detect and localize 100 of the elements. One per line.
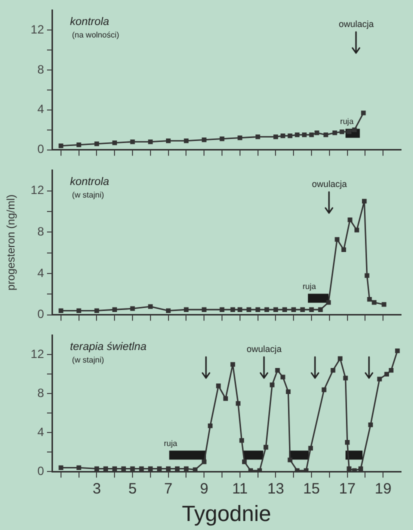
- point: [174, 466, 180, 472]
- point: [300, 307, 305, 312]
- y-tick-label: 12: [30, 347, 44, 361]
- y-axis-title: progesteron (ng/ml): [6, 194, 18, 290]
- y-tick-label: 4: [37, 266, 44, 280]
- point: [112, 466, 117, 472]
- y-tick-label: 0: [37, 307, 44, 322]
- point: [157, 466, 162, 472]
- point: [343, 376, 348, 380]
- point: [130, 306, 135, 311]
- point: [103, 466, 108, 472]
- y-tick-label: 8: [37, 224, 44, 238]
- point: [112, 307, 117, 312]
- point: [94, 141, 100, 146]
- point: [326, 300, 331, 305]
- point: [382, 302, 386, 307]
- point: [238, 136, 242, 140]
- point: [361, 110, 366, 116]
- y-tick-label: 12: [30, 22, 44, 36]
- point: [367, 296, 372, 302]
- point: [166, 466, 171, 472]
- point: [273, 134, 278, 140]
- point: [324, 132, 328, 138]
- point: [388, 368, 394, 373]
- point: [76, 308, 82, 313]
- point: [220, 136, 224, 142]
- ref-line-label: owulacja: [338, 19, 374, 30]
- point: [348, 217, 352, 222]
- band-label: ruja: [340, 117, 354, 126]
- point: [314, 130, 320, 136]
- point: [166, 138, 171, 144]
- point: [223, 396, 228, 401]
- x-tick-label: 9: [200, 480, 208, 498]
- x-tick-label: 15: [303, 480, 320, 498]
- point: [346, 130, 352, 134]
- point: [344, 440, 350, 445]
- point: [302, 132, 307, 138]
- y-tick-label: 12: [30, 183, 44, 198]
- point: [239, 438, 244, 443]
- point: [358, 466, 364, 472]
- annotation: (na wolności): [72, 30, 120, 40]
- point: [308, 446, 313, 451]
- point: [148, 466, 153, 472]
- point: [264, 444, 268, 450]
- point: [208, 423, 213, 428]
- point: [280, 374, 286, 380]
- annotation: terapia świetlna: [70, 340, 146, 353]
- annotation: (w stajni): [72, 355, 104, 364]
- point: [202, 460, 206, 464]
- point: [362, 198, 367, 204]
- y-tick-label: 0: [37, 464, 44, 478]
- y-tick-label: 8: [37, 62, 44, 76]
- point: [309, 307, 314, 312]
- point: [121, 466, 126, 472]
- point: [282, 307, 287, 312]
- point: [255, 134, 260, 140]
- y-tick-label: 4: [37, 102, 44, 116]
- point: [346, 466, 352, 472]
- point: [270, 382, 274, 388]
- x-tick-label: 5: [128, 480, 137, 498]
- point: [238, 307, 242, 312]
- point: [58, 308, 64, 313]
- point: [334, 237, 340, 242]
- point: [364, 273, 370, 278]
- point: [309, 132, 314, 138]
- point: [139, 466, 144, 472]
- point: [236, 401, 240, 406]
- point: [184, 307, 189, 312]
- point: [264, 307, 270, 312]
- point: [280, 134, 286, 138]
- point: [294, 132, 300, 138]
- point: [216, 384, 221, 388]
- point: [330, 368, 336, 373]
- point: [184, 138, 189, 144]
- point: [76, 465, 82, 470]
- point: [368, 422, 373, 428]
- point: [275, 368, 280, 373]
- x-axis-title: Tygodnie: [182, 500, 272, 526]
- point: [338, 356, 342, 361]
- point: [242, 460, 247, 464]
- point: [246, 307, 252, 312]
- point: [340, 130, 344, 134]
- point: [255, 307, 260, 312]
- x-tick-label: 11: [232, 480, 248, 498]
- band-label: ruja: [302, 282, 316, 292]
- band-label: ruja: [164, 438, 178, 448]
- point: [354, 228, 360, 232]
- annotation: kontrola: [70, 16, 110, 28]
- point: [384, 372, 390, 376]
- point: [286, 389, 291, 394]
- point: [76, 142, 82, 148]
- point: [94, 308, 100, 313]
- point: [184, 466, 189, 472]
- x-tick-label: 3: [92, 480, 101, 498]
- point: [322, 387, 326, 392]
- point: [273, 307, 278, 312]
- point: [220, 307, 224, 312]
- point: [148, 304, 153, 309]
- point: [318, 307, 323, 312]
- point: [166, 308, 171, 313]
